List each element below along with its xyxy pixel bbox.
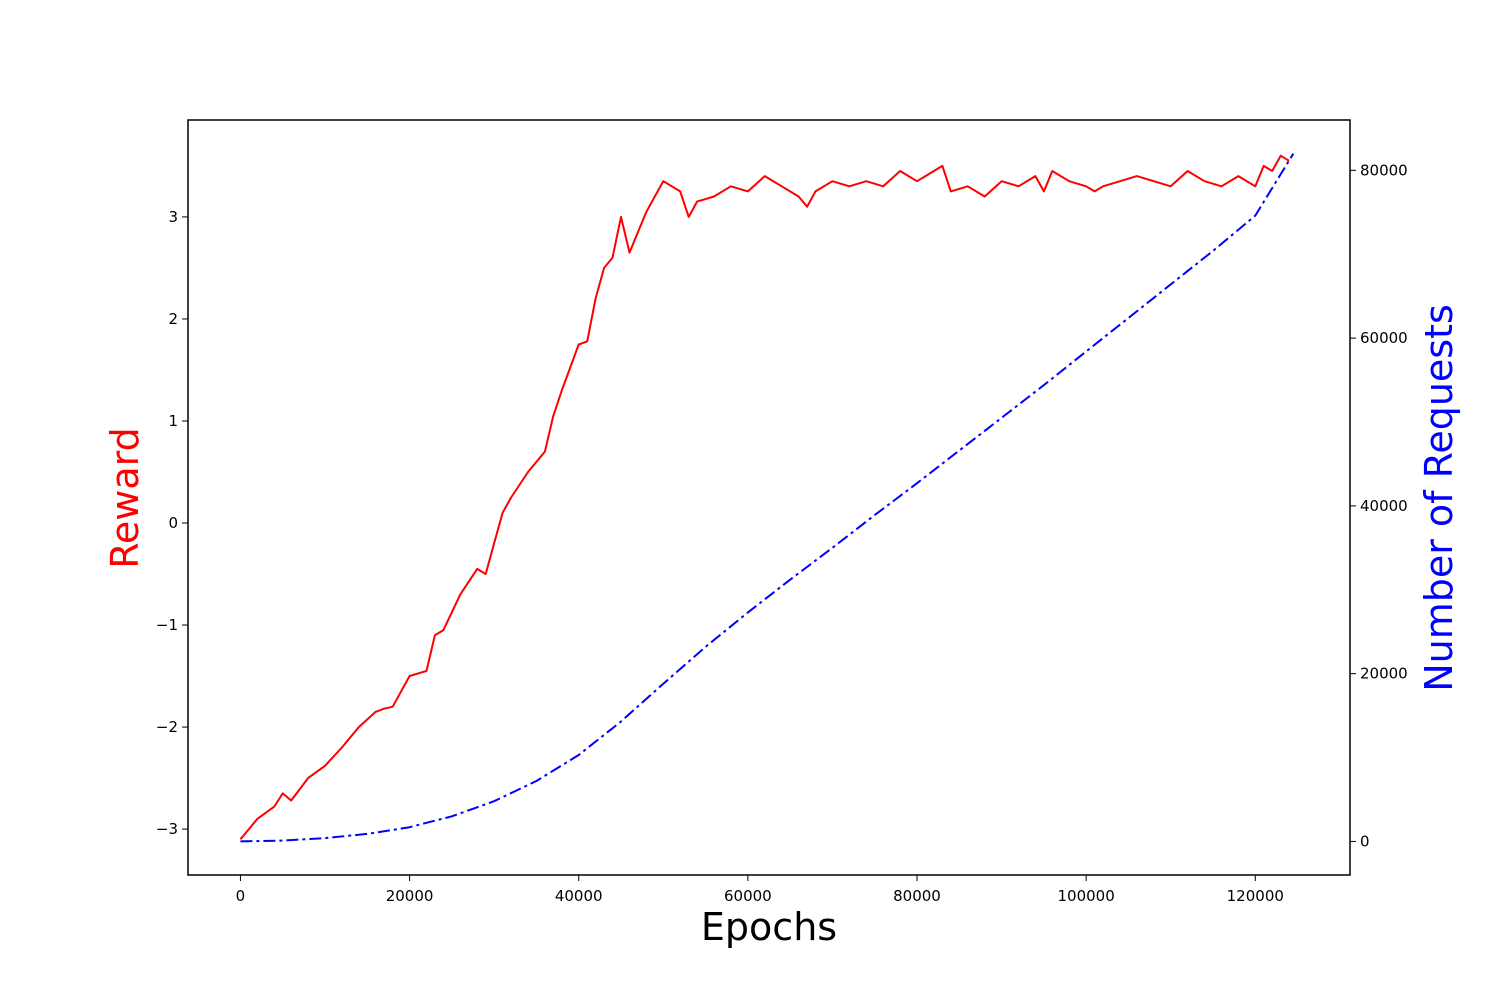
y-tick-label: 0 [168,514,178,532]
y-axis-right-ticks: 0 20000 40000 60000 80000 [1350,161,1408,850]
plot-frame [187,119,1351,876]
y-tick-label: −2 [156,718,178,736]
x-tick-label: 0 [236,887,246,905]
x-tick-label: 120000 [1227,887,1284,905]
y2-tick-label: 0 [1360,832,1370,850]
requests-series-line [240,153,1295,843]
x-axis-ticks: 0 20000 40000 60000 80000 100000 120000 [236,875,1284,905]
x-tick-label: 20000 [386,887,434,905]
y-axis-right-label: Number of Requests [1417,304,1461,692]
x-tick-label: 60000 [724,887,772,905]
y-tick-label: 3 [168,208,178,226]
y-tick-label: −3 [156,820,178,838]
x-axis-label: Epochs [701,905,837,949]
y-tick-label: 1 [168,412,178,430]
y-axis-left-ticks: −3 −2 −1 0 1 2 3 [156,208,188,838]
y2-tick-label: 40000 [1360,497,1408,515]
plot-lines [239,153,1295,843]
y2-tick-label: 80000 [1360,161,1408,179]
x-tick-label: 100000 [1058,887,1115,905]
x-tick-label: 40000 [555,887,603,905]
y2-tick-label: 20000 [1360,665,1408,683]
y2-tick-label: 60000 [1360,329,1408,347]
y-tick-label: 2 [168,310,178,328]
reward-series-line [239,154,1290,840]
y-tick-label: −1 [156,616,178,634]
x-tick-label: 80000 [893,887,941,905]
y-axis-left-label: Reward [103,427,147,569]
